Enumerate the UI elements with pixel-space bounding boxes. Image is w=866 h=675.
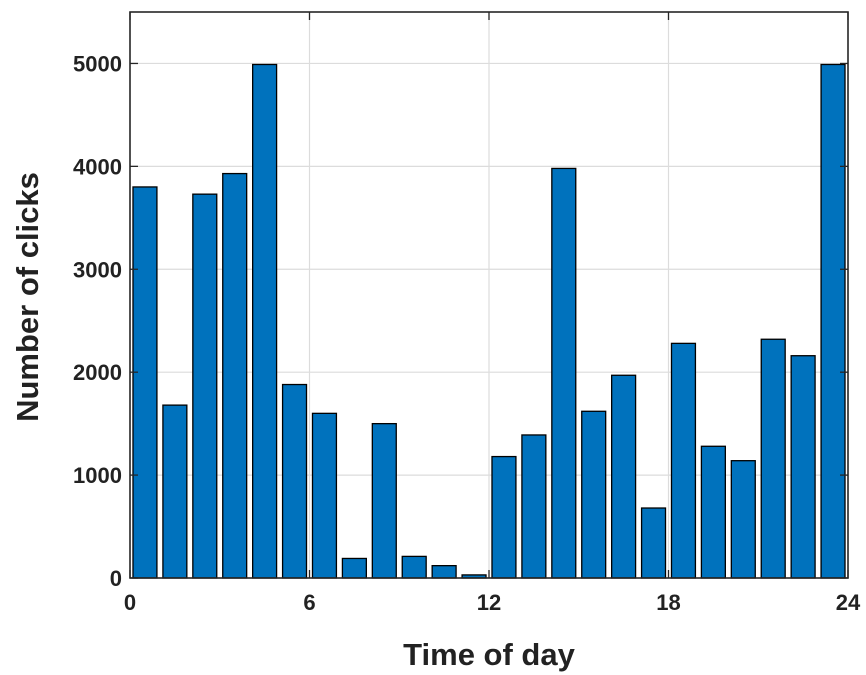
x-axis-title: Time of day: [403, 637, 575, 672]
bar: [281, 383, 308, 579]
bar: [730, 460, 756, 579]
y-tick-label: 5000: [73, 51, 122, 76]
y-tick-label: 4000: [73, 154, 122, 179]
bar: [341, 557, 367, 579]
axes-frame: [129, 11, 849, 579]
bar: [222, 172, 248, 579]
y-axis-title: Number of clicks: [10, 172, 45, 422]
bar: [132, 186, 158, 579]
bar: [700, 445, 726, 579]
bar: [790, 355, 816, 579]
x-tick-label: 24: [836, 590, 861, 615]
y-tick-label: 1000: [73, 463, 122, 488]
bar: [820, 63, 846, 579]
bar: [162, 404, 188, 579]
bar: [192, 193, 218, 579]
y-tick-label: 3000: [73, 257, 122, 282]
grid: [130, 12, 848, 578]
bar: [252, 63, 278, 579]
y-tick-label: 0: [110, 566, 122, 591]
axes-box: [129, 11, 849, 579]
bar: [521, 434, 547, 579]
bar: [311, 412, 338, 579]
bar: [371, 422, 397, 579]
bar: [611, 374, 637, 579]
bar: [760, 338, 786, 579]
x-tick-label: 18: [656, 590, 680, 615]
bar: [581, 410, 607, 579]
bar: [640, 507, 667, 579]
bar: [491, 455, 517, 579]
bar: [551, 167, 577, 579]
x-tick-labels: 0 6 12 18 24: [124, 590, 861, 615]
y-tick-labels: 0 1000 2000 3000 4000 5000: [73, 51, 122, 591]
x-tick-label: 0: [124, 590, 136, 615]
y-tick-label: 2000: [73, 360, 122, 385]
x-tick-label: 12: [477, 590, 501, 615]
bar: [401, 555, 427, 579]
bar: [670, 342, 697, 579]
bar: [431, 565, 457, 579]
x-tick-label: 6: [303, 590, 315, 615]
